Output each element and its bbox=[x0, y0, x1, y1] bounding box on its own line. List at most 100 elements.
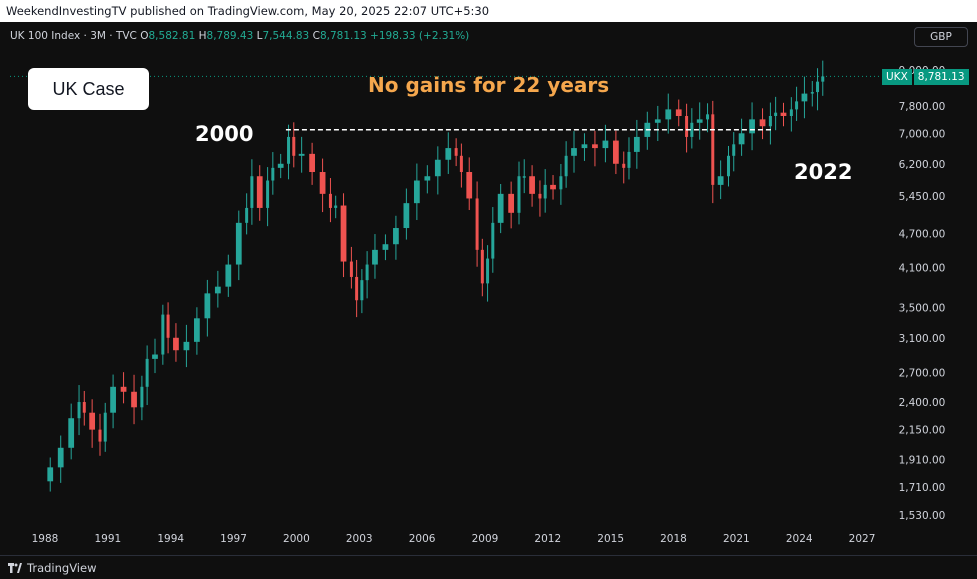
candle-body bbox=[245, 207, 249, 223]
candle-body bbox=[204, 293, 211, 319]
candle-body bbox=[622, 163, 626, 168]
y-tick-label: 6,200.00 bbox=[899, 159, 946, 171]
candle-body bbox=[98, 429, 102, 442]
x-tick-label: 2012 bbox=[534, 533, 561, 545]
candle-body bbox=[654, 119, 661, 123]
candle-body bbox=[759, 119, 766, 127]
candle-body bbox=[522, 176, 526, 178]
candle-body bbox=[795, 101, 799, 110]
legend-low-label: L bbox=[256, 30, 263, 42]
start-year-annotation: 2000 bbox=[195, 122, 254, 146]
candle-body bbox=[235, 222, 242, 265]
candle-body bbox=[120, 386, 127, 392]
x-tick-label: 1991 bbox=[94, 533, 121, 545]
candle-body bbox=[131, 391, 137, 408]
y-tick-label: 4,100.00 bbox=[899, 263, 946, 275]
candle-body bbox=[103, 412, 107, 442]
candle-body bbox=[810, 92, 814, 94]
y-tick-label: 7,000.00 bbox=[899, 128, 946, 140]
candle-body bbox=[445, 148, 452, 160]
candle-body bbox=[816, 81, 820, 93]
y-tick-label: 1,710.00 bbox=[899, 482, 946, 494]
candle-body bbox=[434, 159, 441, 177]
candle-body bbox=[696, 119, 703, 123]
candle-body bbox=[706, 114, 710, 120]
candle-body bbox=[732, 144, 736, 156]
candle-body bbox=[166, 314, 170, 338]
candle-body bbox=[508, 193, 515, 213]
legend-low-value: 7,544.83 bbox=[262, 30, 310, 42]
publisher-bar: WeekendInvestingTV published on TradingV… bbox=[0, 0, 977, 22]
candle-body bbox=[543, 184, 547, 199]
legend-high-value: 8,789.43 bbox=[206, 30, 254, 42]
candle-body bbox=[372, 249, 378, 265]
y-tick-label: 3,100.00 bbox=[899, 333, 946, 345]
symbol-legend: UK 100 Index · 3M · TVC O8,582.81 H8,789… bbox=[10, 30, 469, 42]
candle-body bbox=[571, 148, 577, 156]
candle-body bbox=[685, 115, 689, 137]
candle-body bbox=[749, 119, 755, 134]
candle-body bbox=[821, 76, 825, 82]
y-tick-label: 2,150.00 bbox=[899, 425, 946, 437]
candle-body bbox=[801, 93, 808, 102]
y-tick-label: 7,800.00 bbox=[899, 101, 946, 113]
currency-button[interactable]: GBP bbox=[914, 27, 968, 47]
candle-body bbox=[292, 136, 296, 156]
legend-change: +198.33 (+2.31%) bbox=[370, 30, 470, 42]
candle-body bbox=[89, 412, 96, 430]
candle-body bbox=[161, 314, 165, 355]
published-text: WeekendInvestingTV published on TradingV… bbox=[6, 4, 490, 18]
candle-body bbox=[633, 136, 640, 152]
y-tick-label: 1,530.00 bbox=[899, 510, 946, 522]
candle-body bbox=[382, 244, 389, 250]
candle-body bbox=[152, 354, 158, 359]
candlestick-chart[interactable]: 9,000.007,800.007,000.006,200.005,450.00… bbox=[0, 0, 977, 555]
candle-body bbox=[665, 109, 672, 120]
x-tick-label: 1994 bbox=[157, 533, 184, 545]
candle-body bbox=[486, 258, 490, 284]
x-tick-label: 1997 bbox=[220, 533, 247, 545]
x-tick-label: 2027 bbox=[849, 533, 876, 545]
candle-body bbox=[581, 144, 588, 149]
candle-body bbox=[277, 163, 284, 168]
candle-body bbox=[365, 264, 369, 281]
legend-open-label: O bbox=[140, 30, 149, 42]
x-tick-label: 1988 bbox=[32, 533, 59, 545]
candle-body bbox=[497, 193, 504, 223]
candle-body bbox=[459, 155, 463, 173]
candle-body bbox=[110, 386, 116, 413]
y-tick-label: 5,450.00 bbox=[899, 191, 946, 203]
candle-body bbox=[550, 184, 556, 190]
candle-body bbox=[774, 112, 778, 116]
headline-annotation: No gains for 22 years bbox=[368, 73, 610, 97]
candle-body bbox=[319, 172, 326, 194]
candle-body bbox=[256, 176, 263, 208]
candle-body bbox=[538, 193, 542, 199]
x-tick-label: 2015 bbox=[597, 533, 624, 545]
case-label: UK Case bbox=[28, 68, 149, 110]
candle-body bbox=[225, 264, 232, 287]
x-tick-label: 2006 bbox=[409, 533, 436, 545]
candle-body bbox=[140, 386, 144, 408]
candle-body bbox=[413, 180, 420, 204]
candle-body bbox=[77, 402, 81, 419]
y-tick-label: 1,910.00 bbox=[899, 454, 946, 466]
tradingview-logo-icon bbox=[8, 562, 22, 573]
last-price-tag: UKX 8,781.13 bbox=[882, 69, 969, 85]
symbol-name: UK 100 Index · 3M · TVC bbox=[10, 30, 137, 42]
candle-body bbox=[517, 176, 521, 213]
y-tick-label: 2,400.00 bbox=[899, 397, 946, 409]
footer-bar: TradingView bbox=[0, 555, 977, 579]
candle-body bbox=[690, 122, 694, 137]
legend-open-value: 8,582.81 bbox=[148, 30, 196, 42]
candle-body bbox=[393, 228, 399, 245]
x-tick-label: 2024 bbox=[786, 533, 813, 545]
candle-body bbox=[360, 280, 364, 301]
candle-body bbox=[340, 205, 347, 262]
chart-area[interactable] bbox=[0, 22, 977, 555]
candle-body bbox=[403, 203, 410, 229]
candle-body bbox=[355, 276, 359, 301]
candle-body bbox=[271, 167, 275, 181]
candle-body bbox=[194, 318, 200, 342]
candle-body bbox=[475, 198, 479, 250]
